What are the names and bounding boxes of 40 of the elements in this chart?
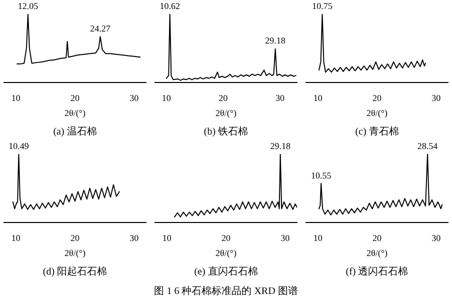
x-tick-label: 10 — [313, 93, 323, 104]
x-tick-label: 20 — [372, 93, 382, 104]
annotation: 10.55 — [310, 170, 332, 180]
x-tick-label: 30 — [275, 93, 285, 104]
annotation: 10.62 — [160, 0, 180, 11]
x-tick-label: 10 — [162, 93, 172, 104]
x-axis-title: 2θ/(°) — [64, 248, 86, 258]
text: (e) 直闪石石棉 — [194, 266, 258, 278]
annotation: 12.05 — [18, 0, 39, 11]
x-axis-title: 2θ/(°) — [366, 248, 388, 258]
x-tick-label: 30 — [130, 93, 140, 104]
x-axis-title: 2θ/(°) — [366, 108, 388, 118]
annotation: 10.49 — [8, 140, 30, 151]
x-axis-title: 2θ/(°) — [216, 108, 236, 118]
x-tick-label: 30 — [130, 233, 140, 244]
x-tick-label: 20 — [70, 233, 80, 244]
annotation: 29.18 — [270, 140, 291, 151]
x-tick-label: 30 — [432, 233, 442, 244]
x-tick-label: 20 — [70, 93, 80, 104]
text: (d) 阳起石石棉 — [42, 266, 108, 278]
text: (f) 透闪石石棉 — [346, 266, 408, 278]
annotation: 24.27 — [90, 23, 111, 34]
text: (c) 青石棉 — [355, 126, 399, 138]
x-axis-title: 2θ/(°) — [64, 108, 86, 118]
x-tick-label: 10 — [313, 233, 323, 244]
annotation: 29.18 — [265, 36, 286, 46]
x-tick-label: 30 — [432, 93, 442, 104]
text: (b) 铁石棉 — [204, 126, 248, 138]
x-tick-label: 10 — [162, 233, 172, 244]
x-tick-label: 30 — [280, 233, 290, 244]
caption: 图 1 6 种石棉标准品的 XRD 图谱 — [153, 284, 299, 298]
x-tick-label: 10 — [11, 93, 21, 104]
x-tick-label: 20 — [372, 233, 382, 244]
annotation: 28.54 — [417, 140, 438, 151]
x-tick-label: 20 — [222, 233, 231, 244]
text: (a) 温石棉 — [53, 126, 97, 138]
x-tick-label: 10 — [11, 233, 21, 244]
x-axis-title: 2θ/(°) — [216, 248, 236, 258]
annotation: 10.75 — [312, 0, 333, 11]
x-tick-label: 20 — [218, 93, 228, 104]
